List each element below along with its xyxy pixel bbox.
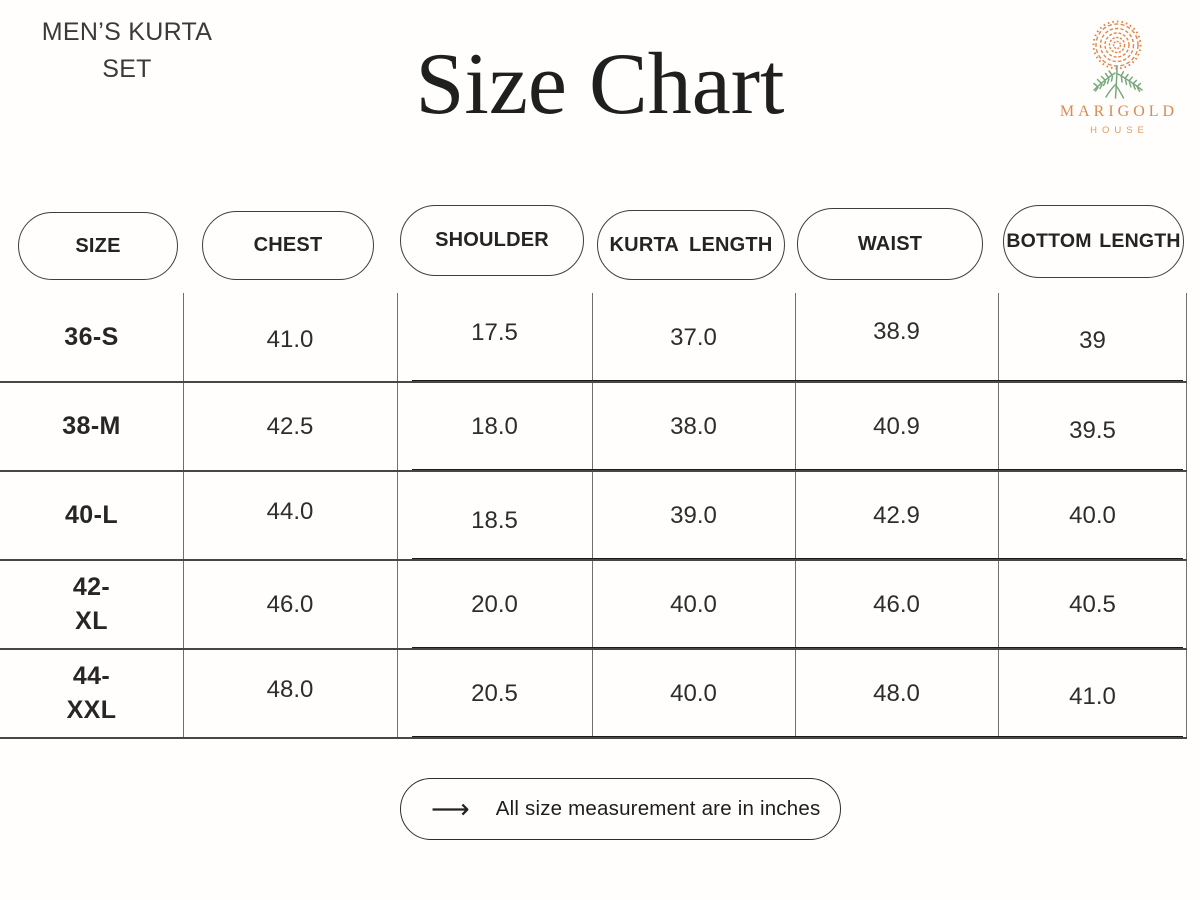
column-divider-line [592,293,594,738]
value-cell: 39.5 [1069,416,1116,444]
value-cell: 39.0 [670,501,717,529]
size-cell: 36-S [0,321,183,355]
value-cell: 40.9 [873,412,920,440]
value-cell: 46.0 [266,590,314,618]
value-cell: 40.0 [1069,501,1116,529]
value-cell: 42.9 [873,501,920,529]
marigold-flower-icon [1092,20,1143,99]
column-header-label: SHOULDER [435,229,549,251]
value-cell: 46.0 [873,590,920,618]
right-arrow-icon: ⟶ [431,793,470,825]
table-row: 38-M 42.5 18.0 38.0 40.9 39.5 [0,382,1187,472]
value-cell: 40.5 [1069,590,1116,618]
column-header-pill: BOTTOM LENGTH [1003,205,1184,278]
column-header-label: SIZE [75,234,121,257]
value-cell: 41.0 [1069,682,1116,710]
column-header-pill: SHOULDER [400,205,584,276]
value-cell: 48.0 [873,679,920,707]
size-table: 36-S 41.0 17.5 37.0 38.9 39 38-M 42.5 18.0 38.0 40… [0,293,1188,739]
value-cell: 20.0 [471,590,518,618]
table-row: 44-XXL 48.0 20.5 40.0 48.0 41.0 [0,649,1187,739]
units-note-text: All size measurement are in inches [495,797,821,820]
value-cell: 38.0 [670,412,717,440]
value-cell: 41.0 [266,325,314,353]
column-header-label: KURTA LENGTH [609,233,773,256]
size-label: 44-XXL [66,661,117,724]
column-header-pill: CHEST [202,211,374,280]
size-label: 40-L [64,500,118,529]
table-row: 40-L 44.0 18.5 39.0 42.9 40.0 [0,471,1187,561]
value-cell: 40.0 [670,590,717,618]
column-divider-line [183,293,185,738]
value-cell: 38.9 [873,317,920,345]
column-header-label: WAIST [857,232,923,255]
value-cell: 44.0 [266,497,314,525]
column-divider-line [795,293,797,738]
column-header-pill: SIZE [18,212,178,280]
size-cell: 38-M [0,410,183,444]
column-header-pill: WAIST [797,208,983,280]
size-cell: 42-XL [0,571,183,639]
value-cell: 40.0 [670,679,717,707]
column-divider-line [397,293,399,738]
value-cell: 37.0 [670,323,717,351]
value-cell: 18.5 [471,506,518,534]
value-cell: 17.5 [471,318,518,346]
size-cell: 40-L [0,499,183,533]
value-cell: 39 [1079,326,1106,354]
size-label: 36-S [64,322,119,351]
brand-logo: MARIGOLD HOUSE [1042,18,1192,136]
product-label: MEN’S KURTA SET [41,18,213,83]
value-cell: 20.5 [471,679,518,707]
page-title: Size Chart [415,36,785,133]
value-cell: 42.5 [266,412,314,440]
value-cell: 48.0 [266,675,314,703]
brand-subtitle: HOUSE [1090,125,1149,136]
column-header-pill: KURTA LENGTH [597,210,785,280]
units-note: ⟶ All size measurement are in inches [400,778,841,840]
column-header-label: CHEST [253,234,323,256]
size-label: 42-XL [72,572,111,635]
table-row: 36-S 41.0 17.5 37.0 38.9 39 [0,293,1187,383]
size-cell: 44-XXL [0,660,183,728]
column-divider-line [1186,293,1188,738]
brand-name: MARIGOLD [1059,103,1179,120]
size-label: 38-M [62,411,121,440]
column-header-label: BOTTOM LENGTH [1006,230,1181,252]
column-divider-line [998,293,1000,738]
value-cell: 18.0 [471,412,518,440]
table-row: 42-XL 46.0 20.0 40.0 46.0 40.5 [0,560,1187,650]
